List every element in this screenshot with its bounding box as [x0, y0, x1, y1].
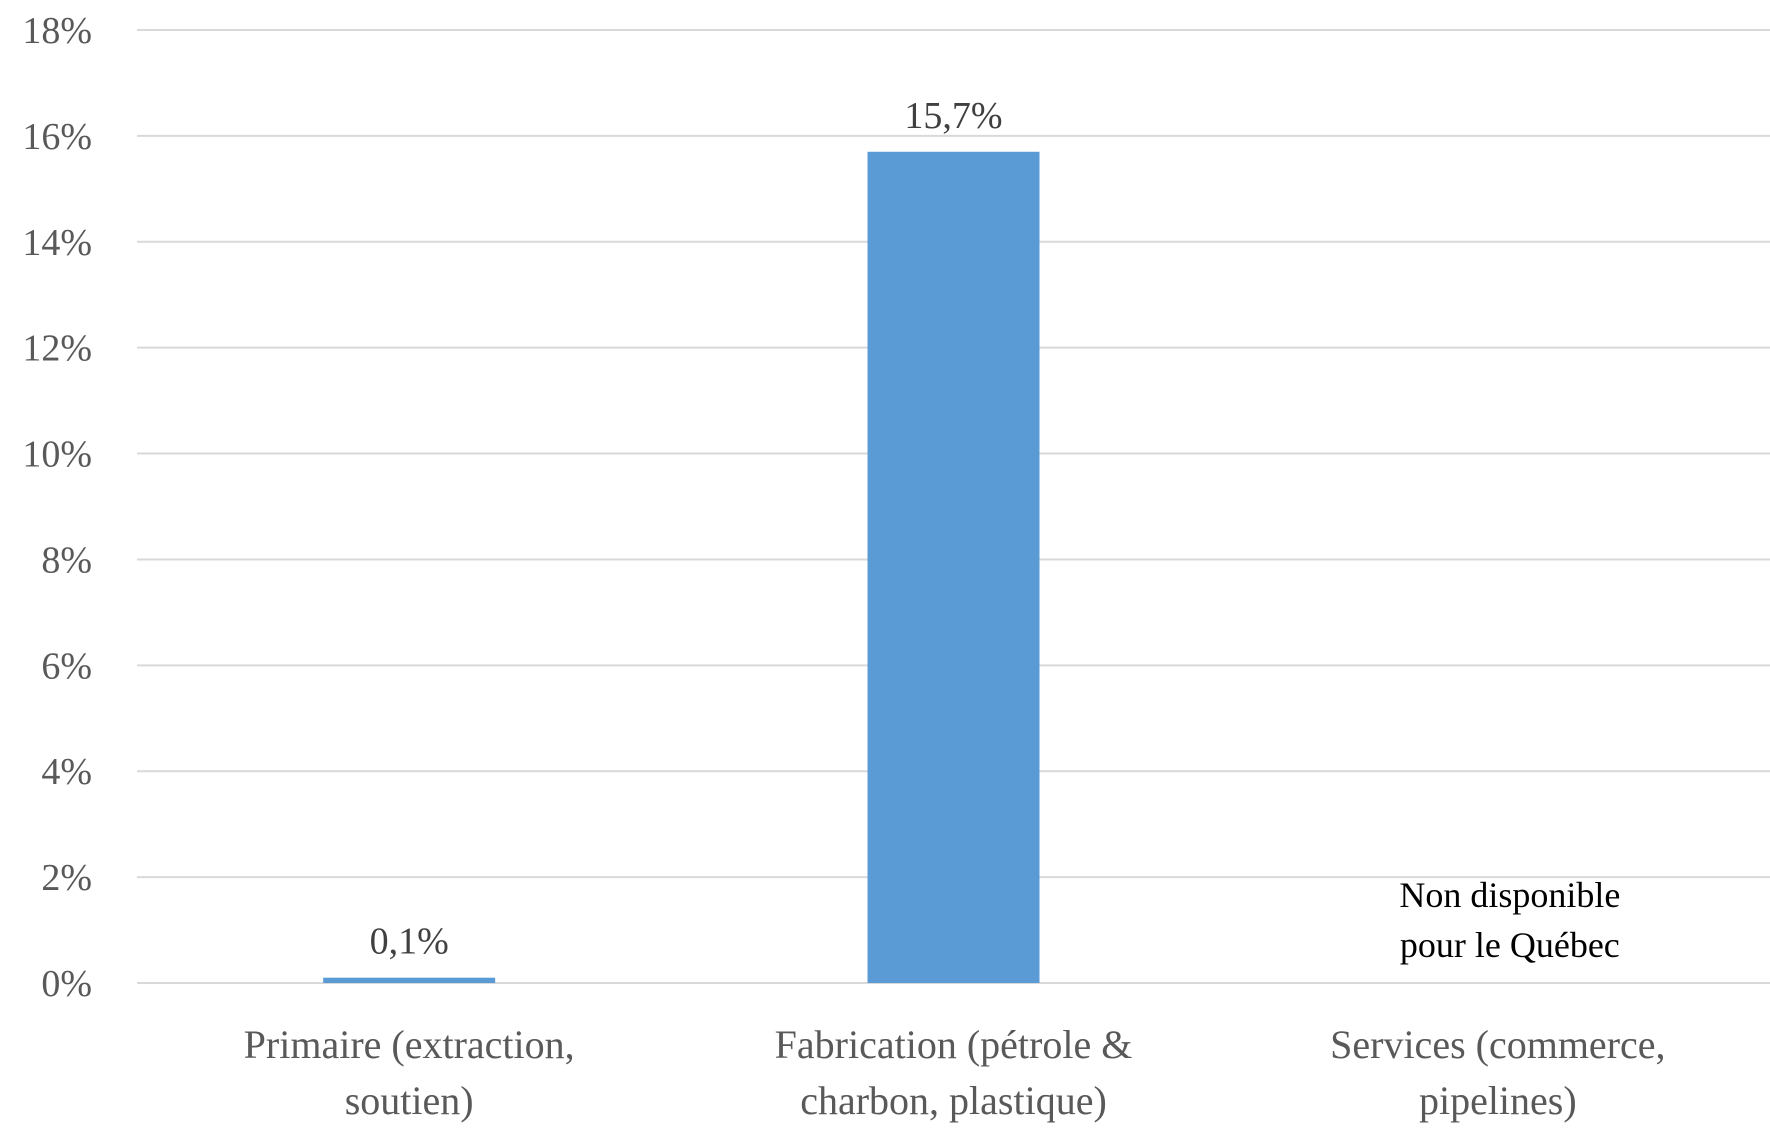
y-tick-label: 12% [22, 328, 92, 370]
annotation-0: Non disponible pour le Québec [1399, 875, 1620, 965]
bar-1 [867, 151, 1040, 983]
y-tick-label: 4% [41, 751, 92, 793]
data-label-1: 15,7% [904, 95, 1002, 137]
y-tick-label: 10% [22, 434, 92, 476]
category-label-1: Fabrication (pétrole & charbon, plastique… [775, 1022, 1133, 1123]
x-axis-category-labels: Primaire (extraction, soutien) Fabrication… [244, 1022, 1666, 1123]
y-tick-label: 0% [41, 963, 92, 1005]
data-label-0: 0,1% [370, 921, 449, 963]
bar-0 [323, 977, 496, 983]
y-tick-label: 6% [41, 645, 92, 687]
y-tick-label: 18% [22, 10, 92, 52]
y-tick-label: 16% [22, 116, 92, 158]
data-labels: 0,1% 15,7% [370, 95, 1003, 963]
y-tick-label: 8% [41, 539, 92, 581]
category-label-2: Services (commerce, pipelines) [1330, 1022, 1665, 1123]
y-tick-label: 14% [22, 222, 92, 264]
category-label-0: Primaire (extraction, soutien) [244, 1022, 575, 1123]
y-tick-label: 2% [41, 857, 92, 899]
bars [323, 151, 1040, 983]
y-axis-tick-labels: 0% 2% 4% 6% 8% 10% 12% 14% 16% 18% [22, 10, 92, 1005]
annotations: Non disponible pour le Québec [1399, 875, 1620, 965]
